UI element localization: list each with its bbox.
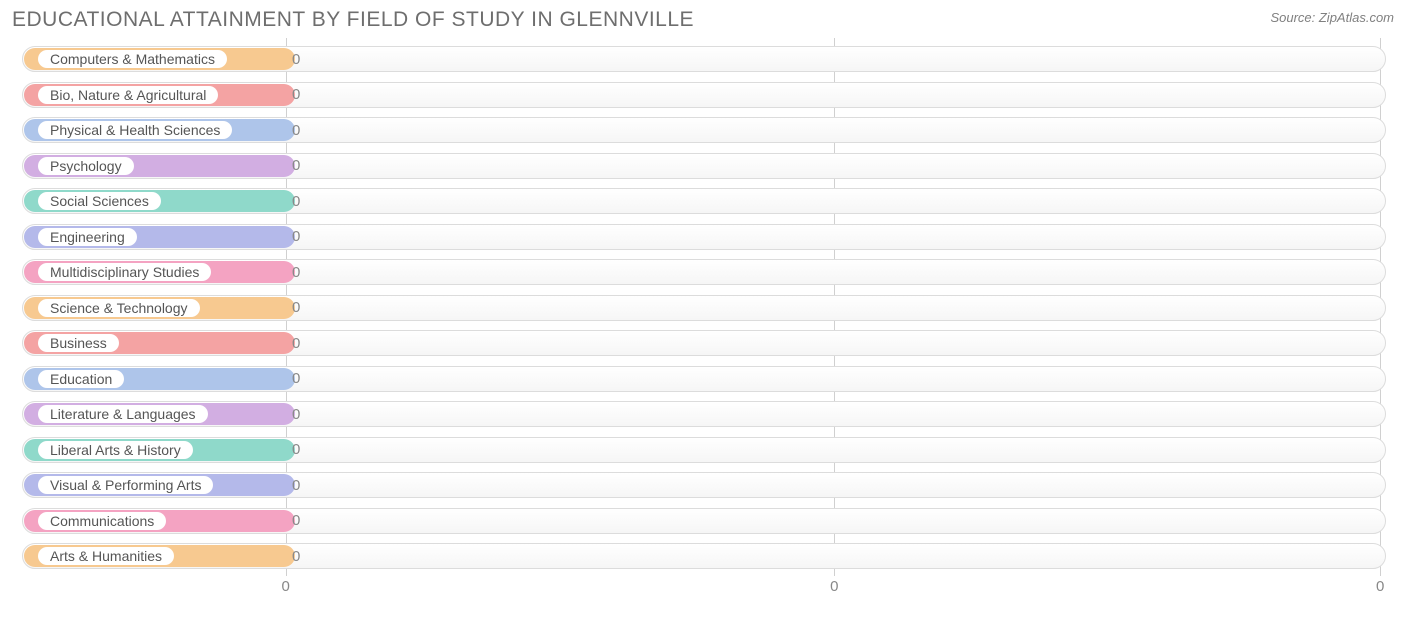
- header: EDUCATIONAL ATTAINMENT BY FIELD OF STUDY…: [12, 8, 1394, 32]
- bar-value: 0: [292, 293, 300, 323]
- category-label: Computers & Mathematics: [38, 50, 227, 68]
- bar-value: 0: [292, 435, 300, 465]
- bar-value: 0: [292, 44, 300, 74]
- bar-fill: Science & Technology: [24, 297, 295, 319]
- bar-fill: Business: [24, 332, 295, 354]
- bar-fill: Visual & Performing Arts: [24, 474, 295, 496]
- bar-value: 0: [292, 115, 300, 145]
- bar-value: 0: [292, 328, 300, 358]
- category-label: Physical & Health Sciences: [38, 121, 232, 139]
- bar-fill: Computers & Mathematics: [24, 48, 295, 70]
- bar-row: Psychology 0: [12, 151, 1394, 181]
- chart-title: EDUCATIONAL ATTAINMENT BY FIELD OF STUDY…: [12, 8, 694, 32]
- category-label: Engineering: [38, 228, 137, 246]
- bar-fill: Multidisciplinary Studies: [24, 261, 295, 283]
- bar-value: 0: [292, 257, 300, 287]
- bar-fill: Literature & Languages: [24, 403, 295, 425]
- bar-row: Computers & Mathematics 0: [12, 44, 1394, 74]
- bar-fill: Bio, Nature & Agricultural: [24, 84, 295, 106]
- bar-row: Visual & Performing Arts 0: [12, 470, 1394, 500]
- source-attribution: Source: ZipAtlas.com: [1270, 8, 1394, 25]
- category-label: Liberal Arts & History: [38, 441, 193, 459]
- bar-row: Engineering 0: [12, 222, 1394, 252]
- bar-value: 0: [292, 186, 300, 216]
- bar-fill: Psychology: [24, 155, 295, 177]
- category-label: Communications: [38, 512, 166, 530]
- bar-value: 0: [292, 364, 300, 394]
- bar-fill: Education: [24, 368, 295, 390]
- bar-fill: Physical & Health Sciences: [24, 119, 295, 141]
- bar-fill: Social Sciences: [24, 190, 295, 212]
- bar-fill: Liberal Arts & History: [24, 439, 295, 461]
- bar-value: 0: [292, 470, 300, 500]
- bar-value: 0: [292, 541, 300, 571]
- bar-row: Liberal Arts & History 0: [12, 435, 1394, 465]
- category-label: Education: [38, 370, 124, 388]
- bar-row: Science & Technology 0: [12, 293, 1394, 323]
- bar-row: Social Sciences 0: [12, 186, 1394, 216]
- bar-value: 0: [292, 151, 300, 181]
- bar-row: Multidisciplinary Studies 0: [12, 257, 1394, 287]
- bar-row: Literature & Languages 0: [12, 399, 1394, 429]
- bar-value: 0: [292, 399, 300, 429]
- bar-value: 0: [292, 80, 300, 110]
- bars-container: Computers & Mathematics0Bio, Nature & Ag…: [12, 44, 1394, 577]
- category-label: Social Sciences: [38, 192, 161, 210]
- category-label: Science & Technology: [38, 299, 200, 317]
- bar-value: 0: [292, 222, 300, 252]
- x-tick: 0: [1376, 578, 1384, 595]
- x-tick: 0: [281, 578, 289, 595]
- bar-row: Education 0: [12, 364, 1394, 394]
- bar-row: Communications 0: [12, 506, 1394, 536]
- bar-fill: Arts & Humanities: [24, 545, 295, 567]
- category-label: Arts & Humanities: [38, 547, 174, 565]
- bar-fill: Communications: [24, 510, 295, 532]
- bar-value: 0: [292, 506, 300, 536]
- category-label: Psychology: [38, 157, 134, 175]
- category-label: Literature & Languages: [38, 405, 208, 423]
- bar-row: Business 0: [12, 328, 1394, 358]
- x-axis: 0 0 0: [12, 578, 1394, 598]
- bar-row: Physical & Health Sciences 0: [12, 115, 1394, 145]
- category-label: Bio, Nature & Agricultural: [38, 86, 218, 104]
- bar-row: Bio, Nature & Agricultural 0: [12, 80, 1394, 110]
- chart-area: Computers & Mathematics0Bio, Nature & Ag…: [12, 38, 1394, 598]
- category-label: Multidisciplinary Studies: [38, 263, 211, 281]
- category-label: Visual & Performing Arts: [38, 476, 213, 494]
- x-tick: 0: [830, 578, 838, 595]
- bar-fill: Engineering: [24, 226, 295, 248]
- bar-row: Arts & Humanities 0: [12, 541, 1394, 571]
- category-label: Business: [38, 334, 119, 352]
